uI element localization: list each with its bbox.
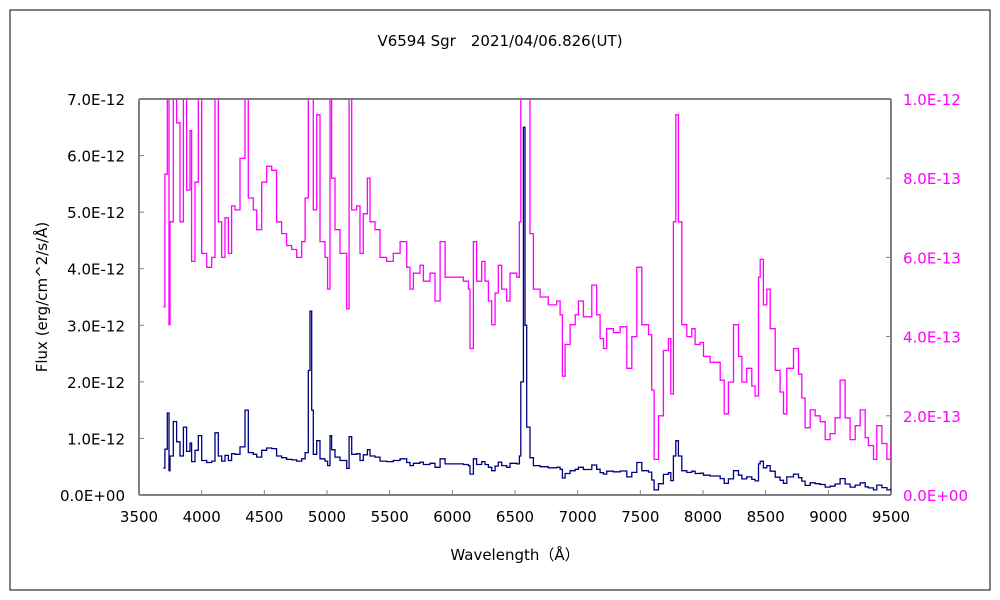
x-tick-label: 6500 bbox=[496, 508, 534, 526]
y-right-tick-label: 6.0E-13 bbox=[903, 249, 961, 267]
chart-frame bbox=[9, 9, 991, 591]
y-right-tick-label: 2.0E-13 bbox=[903, 408, 961, 426]
x-tick-label: 6000 bbox=[433, 508, 471, 526]
y-axis-title: Flux (erg/cm^2/s/Å) bbox=[32, 222, 51, 373]
y-right-tick-label: 4.0E-13 bbox=[903, 329, 961, 347]
x-tick-label: 8500 bbox=[747, 508, 785, 526]
x-tick-label: 7500 bbox=[621, 508, 659, 526]
y-right-tick-label: 0.0E+00 bbox=[903, 487, 968, 505]
x-axis-title: Wavelength（Å） bbox=[450, 545, 579, 564]
x-tick-label: 3500 bbox=[120, 508, 158, 526]
series-group bbox=[163, 99, 891, 491]
y-right-tick-label: 8.0E-13 bbox=[903, 170, 961, 188]
y-right-tick-label: 1.0E-12 bbox=[903, 91, 961, 109]
y-left-tick-label: 3.0E-12 bbox=[67, 317, 125, 335]
x-tick-label: 4500 bbox=[245, 508, 283, 526]
y-left-tick-label: 2.0E-12 bbox=[67, 374, 125, 392]
y-left-tick-label: 4.0E-12 bbox=[67, 261, 125, 279]
x-tick-label: 4000 bbox=[183, 508, 221, 526]
y-left-tick-label: 0.0E+00 bbox=[60, 487, 125, 505]
x-tick-label: 7000 bbox=[559, 508, 597, 526]
x-tick-label: 9500 bbox=[872, 508, 910, 526]
chart-title: V6594 Sgr 2021/04/06.826(UT) bbox=[377, 32, 622, 50]
x-tick-label: 9000 bbox=[809, 508, 847, 526]
y-left-tick-label: 5.0E-12 bbox=[67, 204, 125, 222]
series-line-left-axis bbox=[163, 126, 891, 491]
y-left-tick-label: 7.0E-12 bbox=[67, 91, 125, 109]
y-left-tick-label: 1.0E-12 bbox=[67, 430, 125, 448]
x-tick-label: 5500 bbox=[371, 508, 409, 526]
x-tick-label: 8000 bbox=[684, 508, 722, 526]
axis-ticks: 3500 4000 4500 5000 5500 6000 6500 7000 7500 8000… bbox=[60, 91, 968, 526]
y-left-tick-label: 6.0E-12 bbox=[67, 148, 125, 166]
x-tick-label: 5000 bbox=[308, 508, 346, 526]
series-line-right-axis bbox=[163, 99, 891, 461]
